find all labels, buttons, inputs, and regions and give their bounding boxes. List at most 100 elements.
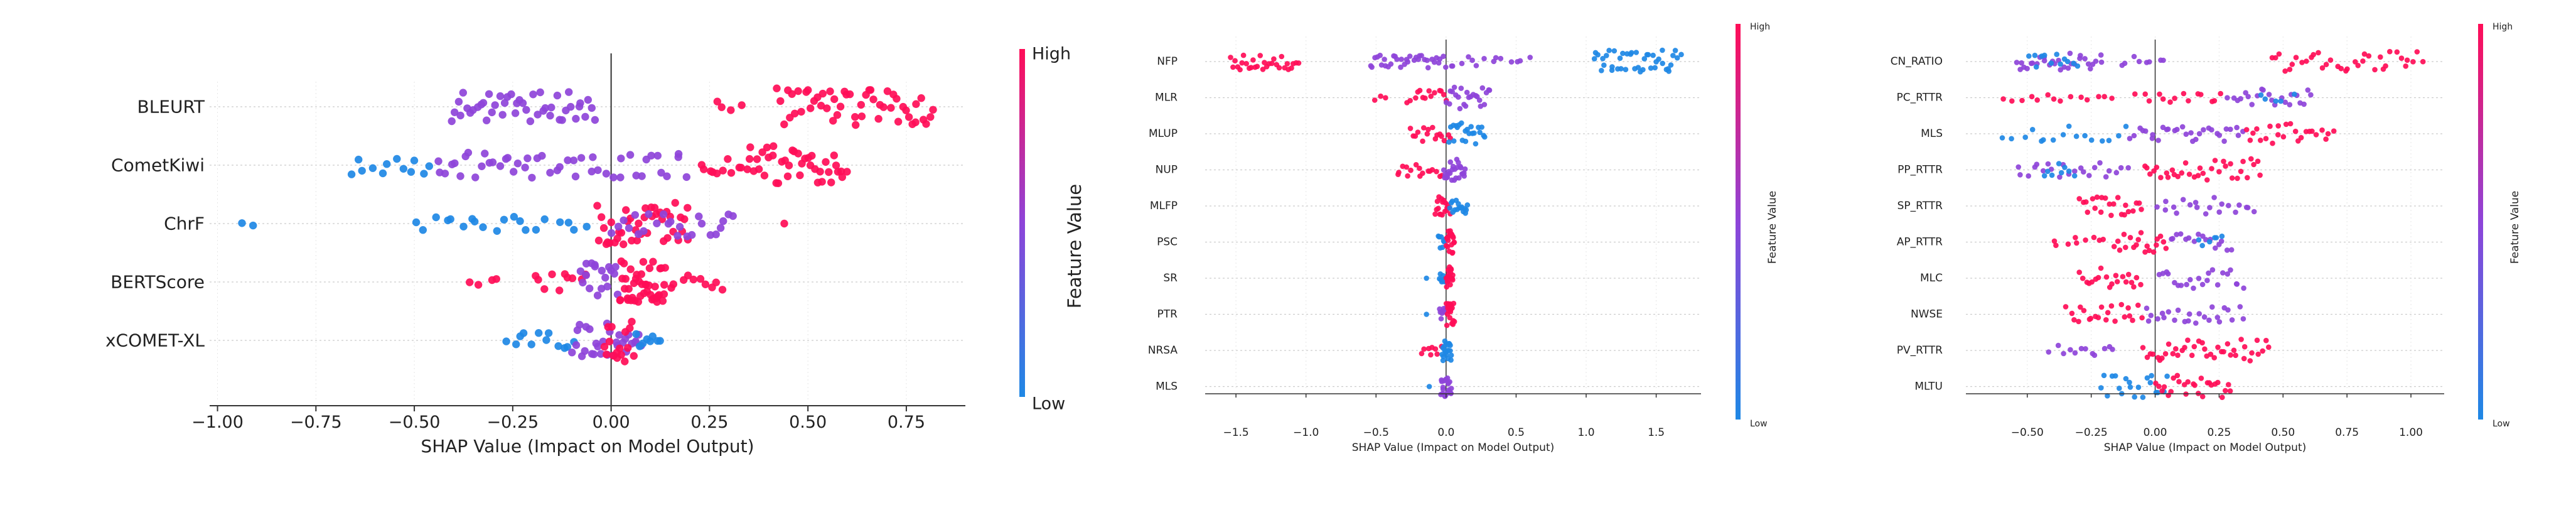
shap-point: [2165, 175, 2171, 180]
shap-point: [2159, 355, 2165, 361]
shap-point: [466, 278, 474, 286]
shap-point: [2105, 393, 2110, 399]
shap-point: [1999, 135, 2005, 141]
shap-point: [2138, 281, 2144, 288]
shap-point: [589, 153, 597, 161]
shap-point: [2309, 128, 2315, 134]
shap-point: [2221, 158, 2226, 165]
shap-point: [2144, 243, 2150, 249]
shap-point: [1601, 62, 1607, 68]
shap-point: [479, 99, 488, 107]
shap-point: [2185, 337, 2191, 343]
shap-point: [1388, 61, 1394, 67]
shap-point: [675, 223, 684, 231]
shap-point: [669, 280, 678, 288]
shap-point: [2169, 167, 2176, 173]
shap-point: [599, 224, 608, 232]
shap-point: [2171, 375, 2176, 381]
shap-point: [2196, 231, 2201, 237]
shap-point: [2255, 158, 2261, 165]
shap-point: [2063, 304, 2069, 310]
shap-point: [2074, 63, 2081, 69]
shap-point: [581, 112, 589, 121]
shap-point: [760, 171, 769, 180]
shap-point: [2112, 373, 2118, 379]
shap-point: [1279, 53, 1285, 60]
shap-point: [2245, 175, 2250, 181]
shap-point: [2175, 352, 2181, 358]
shap-point: [1403, 164, 1409, 170]
shap-point: [2238, 337, 2244, 342]
shap-point: [1451, 239, 1457, 246]
shap-point: [2142, 128, 2149, 134]
shap-point: [2127, 384, 2133, 390]
shap-point: [2308, 92, 2314, 98]
shap-point: [2192, 200, 2199, 205]
shap-point: [2163, 246, 2169, 251]
shap-point: [2125, 209, 2132, 215]
shap-point: [588, 104, 596, 112]
shap-point: [929, 106, 937, 114]
shap-point: [581, 347, 589, 355]
shap-point: [719, 166, 727, 175]
shap-point: [2254, 126, 2260, 132]
shap-point: [617, 350, 625, 359]
shap-point: [2199, 340, 2205, 346]
colorbar-title: Feature Value: [1766, 191, 1779, 264]
shap-point: [2106, 138, 2112, 143]
shap-point: [526, 117, 535, 126]
shap-point: [448, 117, 456, 126]
shap-point: [712, 278, 721, 286]
shap-point: [2078, 304, 2083, 310]
shap-point: [2117, 386, 2122, 391]
shap-point: [701, 280, 710, 288]
shap-point: [1457, 106, 1463, 112]
shap-point: [1441, 92, 1447, 97]
shap-point: [1463, 207, 1469, 213]
shap-point: [2172, 95, 2177, 101]
shap-point: [500, 215, 508, 224]
shap-point: [758, 148, 766, 156]
shap-point: [769, 151, 777, 160]
shap-point: [632, 330, 640, 339]
feature-label: MLS: [1156, 381, 1178, 393]
shap-point: [2287, 102, 2293, 107]
shap-point: [2140, 345, 2146, 350]
shap-point: [2215, 344, 2221, 350]
shap-point: [2098, 209, 2104, 215]
shap-point: [1447, 205, 1453, 211]
shap-point: [626, 324, 634, 332]
shap-point: [2192, 382, 2198, 388]
shap-point: [547, 103, 555, 112]
shap-point: [2224, 247, 2230, 253]
shap-point: [2111, 201, 2117, 207]
shap-point: [2199, 394, 2206, 399]
shap-point: [2041, 173, 2047, 179]
shap-point: [446, 215, 454, 224]
shap-point: [1604, 53, 1609, 58]
shap-point: [836, 102, 845, 111]
shap-point: [1448, 352, 1454, 358]
x-tick-label: −1.00: [191, 413, 244, 432]
shap-point: [1284, 61, 1291, 67]
x-tick-label: −1.5: [1223, 426, 1248, 439]
shap-point: [1438, 316, 1444, 322]
shap-point: [1461, 173, 1467, 179]
shap-point: [616, 296, 625, 304]
shap-point: [1271, 56, 1277, 62]
shap-point: [2200, 170, 2206, 176]
shap-point: [926, 113, 935, 121]
shap-point: [383, 160, 391, 168]
x-tick-label: −0.25: [2075, 426, 2108, 439]
shap-point: [2213, 245, 2218, 251]
shap-point: [2157, 91, 2162, 97]
feature-label: SR: [1163, 272, 1178, 284]
shap-point: [628, 318, 636, 326]
shap-point: [650, 203, 659, 212]
shap-point: [2225, 307, 2231, 313]
shap-point: [717, 103, 726, 111]
shap-point: [613, 234, 621, 242]
shap-point: [1635, 65, 1641, 70]
shap-point: [347, 170, 356, 178]
shap-point: [2123, 376, 2129, 382]
